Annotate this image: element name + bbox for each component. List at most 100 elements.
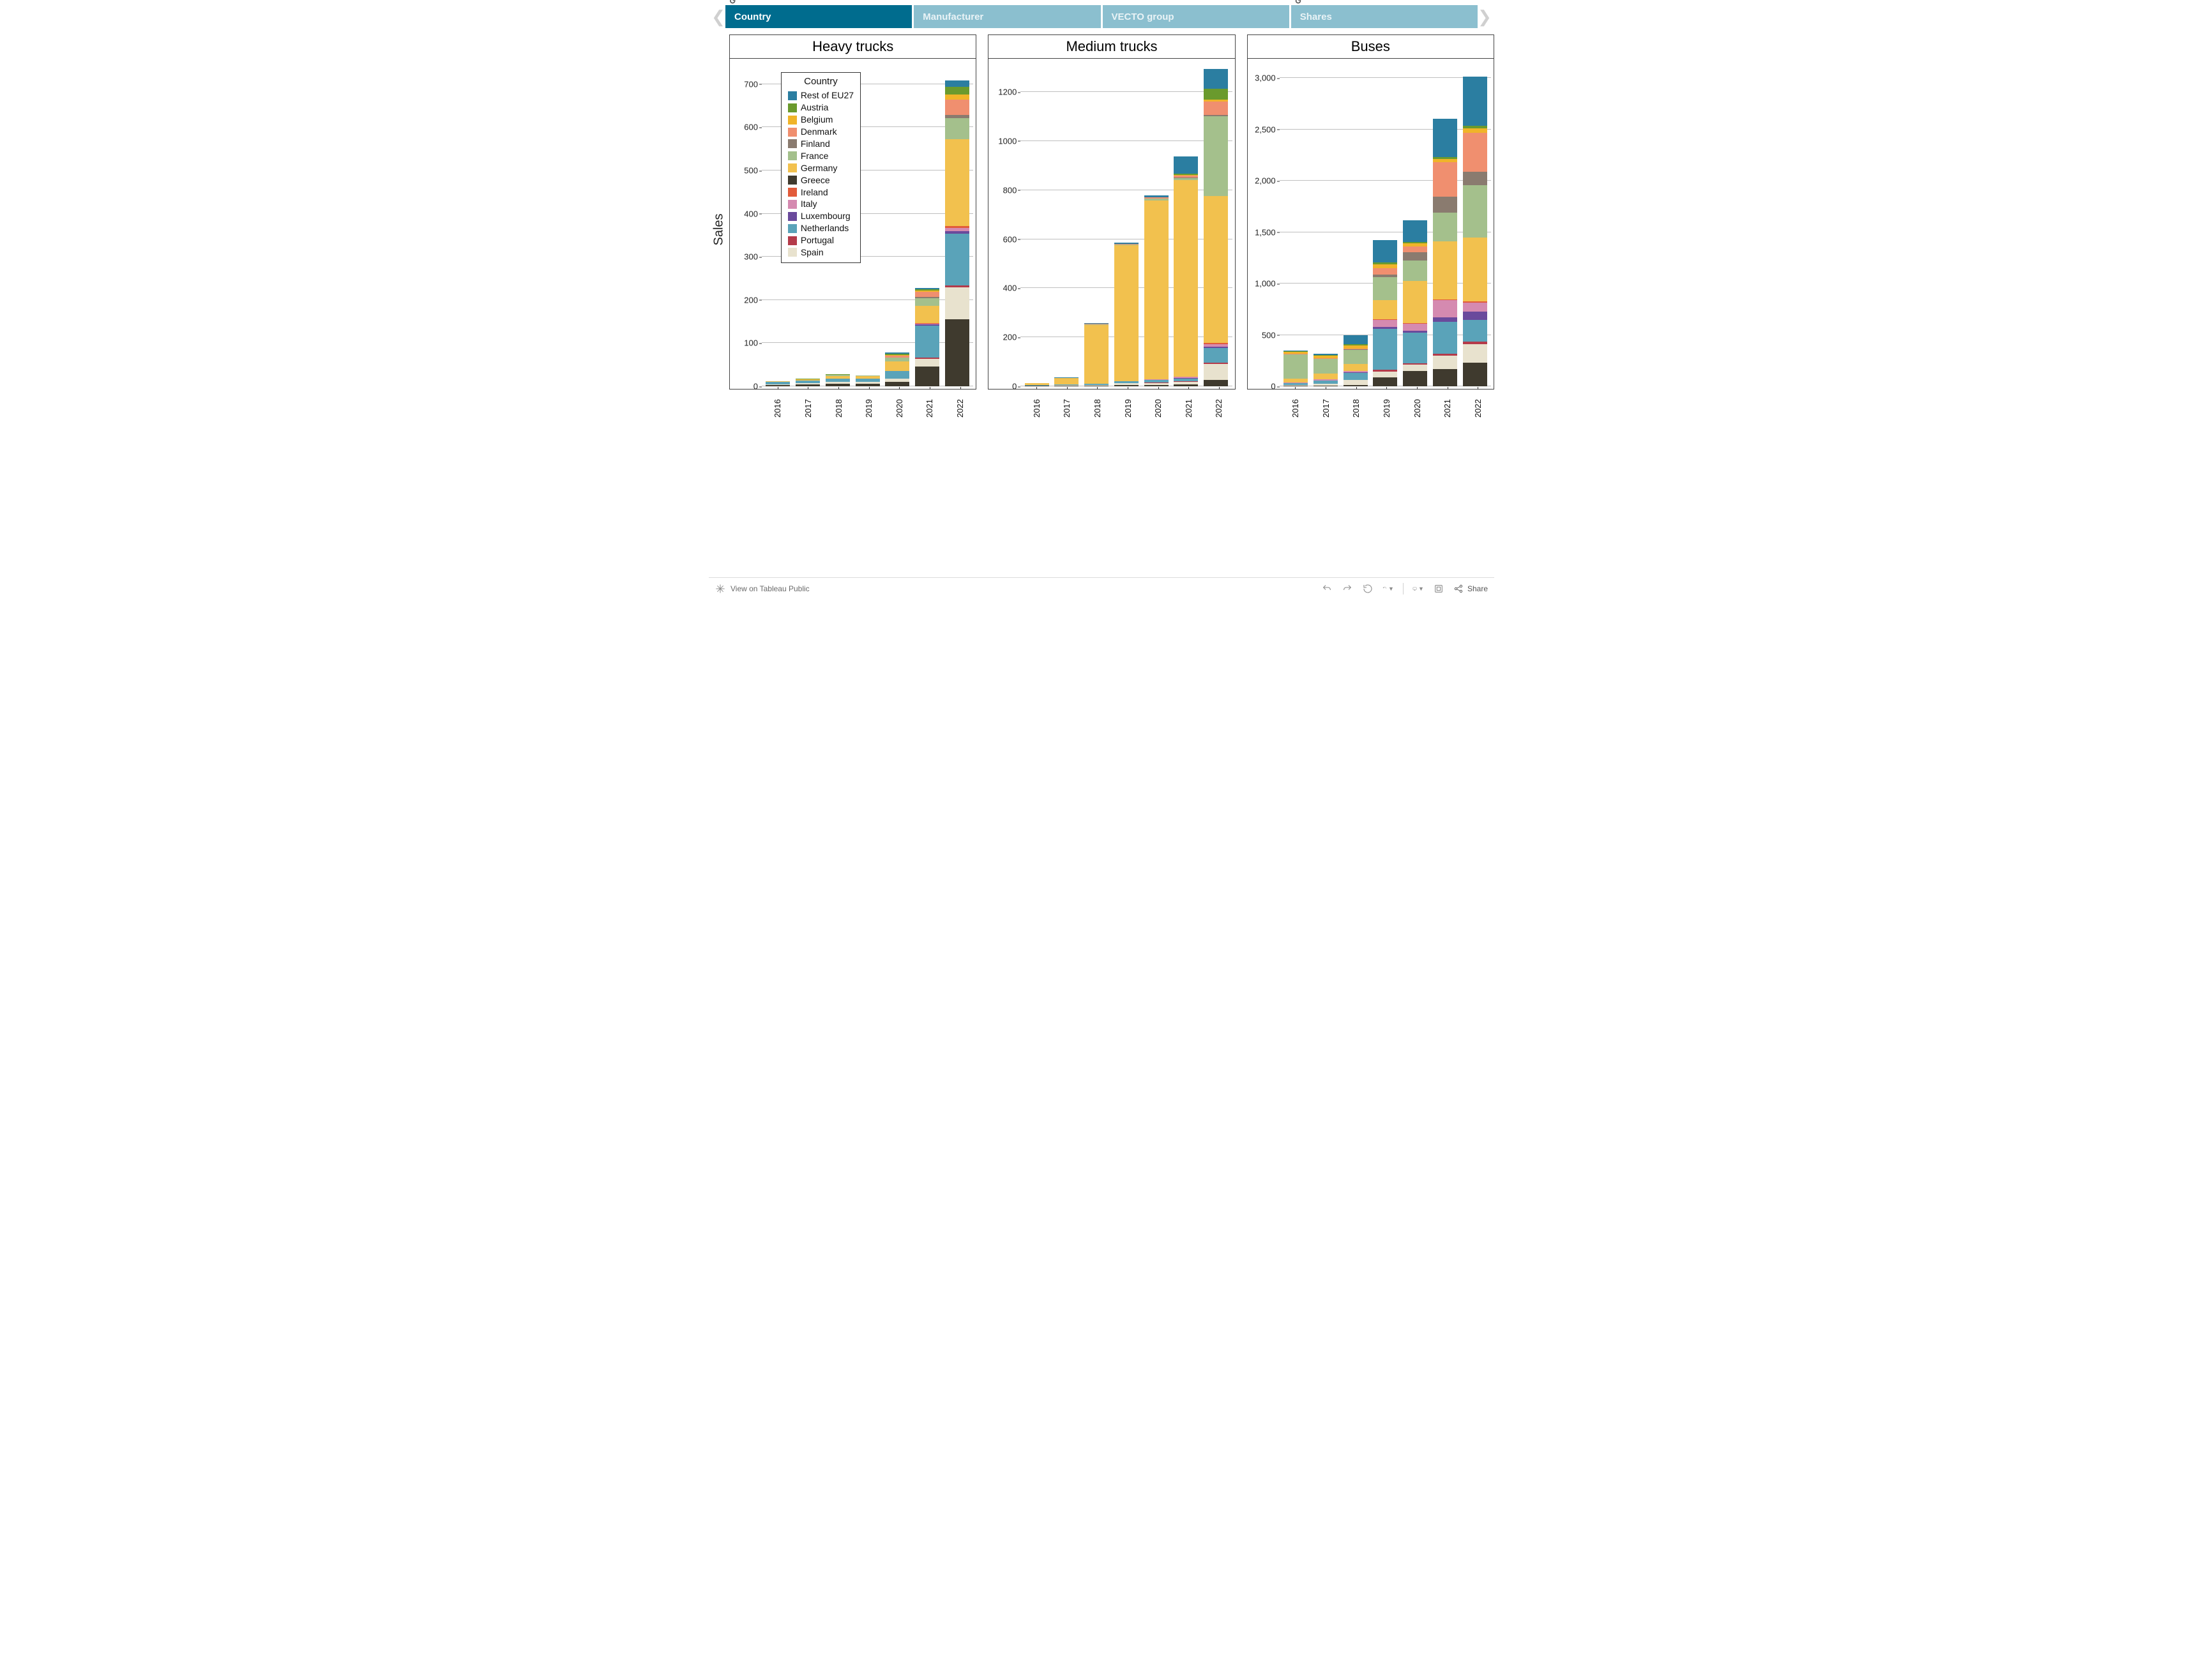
- seg-greece[interactable]: [826, 384, 850, 386]
- seg-germany[interactable]: [1463, 238, 1487, 301]
- seg-denmark[interactable]: [1204, 102, 1228, 115]
- seg-greece[interactable]: [915, 367, 939, 386]
- undo-icon[interactable]: [1321, 583, 1333, 594]
- seg-rest-of-eu27[interactable]: [1344, 335, 1368, 344]
- seg-germany[interactable]: [1114, 245, 1139, 381]
- tabs-prev[interactable]: ❮: [711, 5, 725, 28]
- legend-item[interactable]: Denmark: [788, 126, 854, 138]
- seg-greece[interactable]: [1204, 380, 1228, 386]
- seg-denmark[interactable]: [915, 292, 939, 297]
- seg-netherlands[interactable]: [885, 371, 909, 379]
- seg-denmark[interactable]: [1463, 133, 1487, 172]
- seg-denmark[interactable]: [1433, 162, 1457, 196]
- seg-greece[interactable]: [856, 384, 880, 386]
- legend[interactable]: CountryRest of EU27AustriaBelgiumDenmark…: [781, 72, 861, 263]
- legend-item[interactable]: Ireland: [788, 186, 854, 199]
- seg-spain[interactable]: [1403, 365, 1427, 371]
- seg-rest-of-eu27[interactable]: [1373, 240, 1397, 262]
- bar-2020[interactable]: [1403, 63, 1427, 386]
- seg-netherlands[interactable]: [1344, 373, 1368, 380]
- bar-2017[interactable]: [1054, 63, 1079, 386]
- legend-item[interactable]: Greece: [788, 174, 854, 186]
- seg-greece[interactable]: [1344, 385, 1368, 386]
- seg-spain[interactable]: [915, 359, 939, 367]
- seg-finland[interactable]: [1463, 172, 1487, 185]
- seg-greece[interactable]: [1373, 377, 1397, 386]
- seg-france[interactable]: [915, 298, 939, 306]
- tab-shares[interactable]: Shares↺: [1291, 5, 1478, 28]
- bar-2016[interactable]: [1283, 63, 1308, 386]
- device-layout-icon[interactable]: ▼: [1412, 583, 1424, 594]
- seg-rest-of-eu27[interactable]: [1403, 220, 1427, 242]
- refresh-menu-icon[interactable]: ▼: [1382, 583, 1394, 594]
- bar-2021[interactable]: [1174, 63, 1198, 386]
- seg-greece[interactable]: [885, 382, 909, 386]
- seg-germany[interactable]: [1344, 364, 1368, 370]
- legend-item[interactable]: Luxembourg: [788, 210, 854, 222]
- seg-france[interactable]: [945, 118, 969, 140]
- seg-greece[interactable]: [1433, 369, 1457, 386]
- share-button[interactable]: Share: [1453, 584, 1488, 594]
- seg-austria[interactable]: [1204, 89, 1228, 100]
- seg-luxembourg[interactable]: [1463, 312, 1487, 320]
- seg-france[interactable]: [1344, 350, 1368, 365]
- seg-italy[interactable]: [1373, 320, 1397, 327]
- seg-germany[interactable]: [1403, 281, 1427, 323]
- tab-reset-icon[interactable]: ↺: [1295, 0, 1302, 6]
- tab-reset-icon[interactable]: ↺: [729, 0, 736, 6]
- seg-denmark[interactable]: [945, 100, 969, 115]
- bar-2021[interactable]: [915, 63, 939, 386]
- seg-spain[interactable]: [1373, 372, 1397, 377]
- fullscreen-icon[interactable]: [1433, 583, 1444, 594]
- seg-greece[interactable]: [1144, 385, 1169, 386]
- tab-vecto-group[interactable]: VECTO group: [1103, 5, 1289, 28]
- seg-spain[interactable]: [1433, 356, 1457, 369]
- legend-item[interactable]: Germany: [788, 162, 854, 174]
- seg-france[interactable]: [1283, 354, 1308, 379]
- seg-germany[interactable]: [1433, 241, 1457, 299]
- bar-2018[interactable]: [1084, 63, 1109, 386]
- legend-item[interactable]: Italy: [788, 198, 854, 210]
- tabs-next[interactable]: ❯: [1478, 5, 1492, 28]
- bar-2022[interactable]: [1204, 63, 1228, 386]
- seg-belgium[interactable]: [1463, 128, 1487, 133]
- seg-spain[interactable]: [1463, 344, 1487, 363]
- bar-2020[interactable]: [885, 63, 909, 386]
- redo-icon[interactable]: [1342, 583, 1353, 594]
- seg-netherlands[interactable]: [915, 326, 939, 358]
- seg-netherlands[interactable]: [1403, 333, 1427, 363]
- legend-item[interactable]: Austria: [788, 102, 854, 114]
- seg-france[interactable]: [1403, 261, 1427, 281]
- tableau-public-link[interactable]: View on Tableau Public: [715, 584, 810, 594]
- seg-greece[interactable]: [796, 384, 820, 386]
- legend-item[interactable]: France: [788, 150, 854, 162]
- bar-2021[interactable]: [1433, 63, 1457, 386]
- legend-item[interactable]: Finland: [788, 138, 854, 150]
- bar-2016[interactable]: [1025, 63, 1049, 386]
- legend-item[interactable]: Portugal: [788, 234, 854, 246]
- seg-germany[interactable]: [915, 306, 939, 323]
- seg-france[interactable]: [1313, 359, 1338, 374]
- legend-item[interactable]: Netherlands: [788, 222, 854, 234]
- seg-germany[interactable]: [1084, 325, 1109, 384]
- bar-2017[interactable]: [1313, 63, 1338, 386]
- seg-italy[interactable]: [1433, 300, 1457, 317]
- revert-icon[interactable]: [1362, 583, 1374, 594]
- seg-greece[interactable]: [766, 385, 790, 386]
- legend-item[interactable]: Belgium: [788, 114, 854, 126]
- seg-germany[interactable]: [1054, 378, 1079, 384]
- bar-2019[interactable]: [1373, 63, 1397, 386]
- seg-italy[interactable]: [1403, 324, 1427, 331]
- seg-belgium[interactable]: [945, 95, 969, 100]
- bar-2022[interactable]: [945, 63, 969, 386]
- seg-france[interactable]: [1463, 185, 1487, 238]
- seg-finland[interactable]: [1433, 197, 1457, 213]
- seg-rest-of-eu27[interactable]: [945, 80, 969, 87]
- seg-rest-of-eu27[interactable]: [1433, 119, 1457, 157]
- seg-greece[interactable]: [1174, 384, 1198, 386]
- seg-rest-of-eu27[interactable]: [1463, 77, 1487, 126]
- seg-rest-of-eu27[interactable]: [1174, 156, 1198, 174]
- legend-item[interactable]: Rest of EU27: [788, 89, 854, 102]
- seg-denmark[interactable]: [1403, 246, 1427, 252]
- seg-netherlands[interactable]: [945, 234, 969, 285]
